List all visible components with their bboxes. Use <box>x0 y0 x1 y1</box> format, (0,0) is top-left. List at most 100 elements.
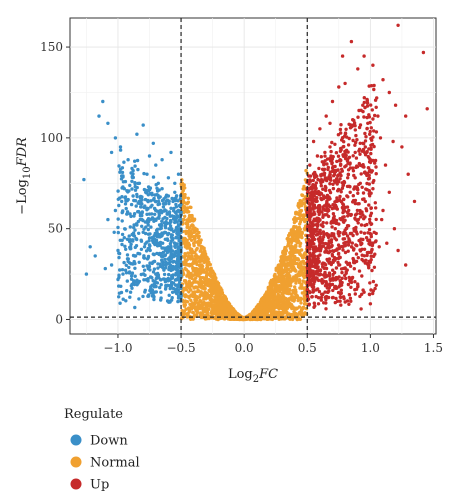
point-up <box>323 270 327 275</box>
point-up <box>351 118 355 122</box>
point-up <box>331 182 335 186</box>
point-up <box>369 206 373 210</box>
point-up <box>328 145 332 149</box>
point-normal <box>189 255 194 260</box>
point-up <box>319 223 323 227</box>
point-up <box>338 177 342 181</box>
point-up <box>318 238 322 242</box>
point-up <box>367 242 371 246</box>
point-up <box>346 249 350 253</box>
point-down <box>146 199 150 204</box>
point-up <box>374 130 379 134</box>
point-down <box>133 181 137 185</box>
point-normal <box>300 230 304 234</box>
point-up <box>359 215 363 219</box>
point-normal <box>194 260 199 264</box>
point-normal <box>284 273 288 278</box>
point-normal <box>284 301 288 305</box>
point-normal <box>185 311 190 316</box>
point-down <box>149 205 153 209</box>
point-down <box>135 194 139 199</box>
point-down <box>146 266 150 271</box>
point-up <box>376 114 380 118</box>
point-down <box>160 187 164 191</box>
point-down <box>133 261 137 266</box>
point-normal <box>231 310 235 314</box>
point-normal <box>186 196 190 200</box>
point-up <box>335 159 339 164</box>
point-normal <box>193 298 198 302</box>
point-up <box>362 100 366 105</box>
point-up <box>320 281 325 285</box>
point-down <box>137 181 142 185</box>
point-down <box>118 145 123 149</box>
point-down <box>160 258 164 262</box>
point-down <box>124 206 128 211</box>
point-up <box>322 194 326 198</box>
point-down <box>166 257 170 261</box>
point-normal <box>202 276 206 281</box>
point-normal <box>289 230 293 234</box>
point-up <box>365 104 370 108</box>
point-down <box>163 230 167 234</box>
point-up <box>360 149 365 153</box>
point-down <box>165 216 169 221</box>
point-down <box>150 238 155 243</box>
point-up <box>308 178 312 182</box>
y-axis-title: −Log10FDR <box>15 137 33 215</box>
point-normal <box>273 283 277 288</box>
point-up <box>318 218 322 222</box>
point-normal <box>192 228 196 232</box>
point-normal <box>289 249 293 253</box>
point-normal <box>265 294 269 298</box>
point-down <box>120 238 124 242</box>
point-up <box>308 290 312 295</box>
point-normal <box>301 187 305 191</box>
point-normal <box>199 255 203 259</box>
point-up <box>317 249 322 253</box>
point-up <box>377 245 381 249</box>
point-down <box>113 208 118 213</box>
point-up <box>404 263 408 267</box>
point-down <box>178 280 182 284</box>
point-up <box>369 146 373 151</box>
point-normal <box>284 257 289 262</box>
point-down <box>155 234 159 238</box>
point-down <box>159 290 163 294</box>
point-up <box>316 296 321 300</box>
point-up <box>318 268 323 272</box>
point-up <box>354 259 359 264</box>
point-normal <box>217 308 221 313</box>
point-normal <box>269 292 274 296</box>
point-normal <box>274 276 278 280</box>
point-down <box>151 198 155 202</box>
point-down <box>120 195 124 199</box>
point-normal <box>290 266 294 271</box>
point-down <box>163 287 168 291</box>
point-normal <box>197 239 201 243</box>
point-down <box>125 189 129 193</box>
point-up <box>336 168 340 172</box>
point-down <box>128 183 132 188</box>
point-up <box>321 215 325 219</box>
point-up <box>391 139 395 144</box>
point-normal <box>187 229 192 233</box>
point-down <box>140 211 144 215</box>
point-normal <box>188 302 192 306</box>
point-normal <box>189 248 193 253</box>
point-down <box>164 260 168 264</box>
point-up <box>343 131 348 135</box>
point-down <box>159 296 163 300</box>
point-normal <box>299 301 303 305</box>
point-up <box>344 164 348 168</box>
point-up <box>324 248 328 253</box>
point-normal <box>291 227 295 231</box>
point-down <box>169 286 173 290</box>
y-tick-label: 0 <box>55 312 63 326</box>
point-up <box>356 282 360 286</box>
point-normal <box>245 317 249 321</box>
point-up <box>326 177 330 181</box>
point-normal <box>234 316 239 321</box>
point-up <box>372 178 376 183</box>
point-up <box>328 172 332 177</box>
